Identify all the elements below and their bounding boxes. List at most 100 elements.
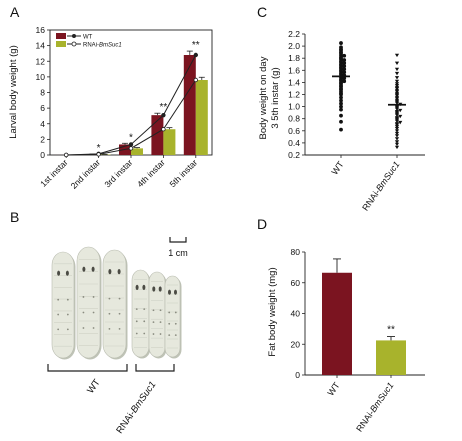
x-tick-label: 5th instar xyxy=(167,157,199,189)
x-tick-label: WT xyxy=(329,159,346,177)
larva-spiracle xyxy=(159,333,162,335)
larva-spiracle xyxy=(174,322,177,325)
bracket-rnai xyxy=(135,364,175,372)
point-rnai xyxy=(398,114,403,119)
y-tick-label: 16 xyxy=(36,25,46,35)
larva-rnai xyxy=(131,269,151,359)
y-tick-label: 2 xyxy=(40,134,45,144)
y-tick-label: 2.2 xyxy=(288,29,300,39)
point-wt xyxy=(339,95,343,100)
y-tick-label: 1.6 xyxy=(288,65,300,75)
y-tick-label: 10 xyxy=(36,72,46,82)
y-tick-label: 14 xyxy=(36,41,46,51)
bar-rnai xyxy=(195,80,208,155)
larva-eyespot xyxy=(158,286,162,292)
point-rnai xyxy=(394,125,400,129)
panel-d-y-axis-label: Fat body weight (mg) xyxy=(267,267,278,356)
panel-b-letter: B xyxy=(10,209,19,225)
point-wt xyxy=(339,119,343,124)
panel-a: A Larval body weight (g) 0 2 4 6 8 10 12 14 16 1s… xyxy=(8,4,213,191)
point-rnai xyxy=(398,120,403,125)
point-wt xyxy=(342,70,347,75)
larva-spiracle xyxy=(66,298,69,301)
point-wt xyxy=(339,98,343,103)
larva-eyespot xyxy=(117,269,121,275)
panel-a-bars xyxy=(54,50,208,155)
larva-eyespot xyxy=(82,266,86,272)
legend-marker-rnai xyxy=(71,41,77,47)
larva-eyespot xyxy=(152,286,156,292)
point-rnai xyxy=(394,76,400,80)
larva-wt xyxy=(76,246,102,360)
point-rnai xyxy=(394,101,400,105)
point-wt xyxy=(339,104,343,109)
bar-wt xyxy=(322,272,352,375)
larva-body xyxy=(131,269,150,358)
bar-rnai xyxy=(131,148,143,155)
point-rnai xyxy=(161,127,166,132)
panel-a-legend: WT RNAi-BmSuc1 xyxy=(56,33,122,49)
point-rnai xyxy=(394,140,400,144)
point-rnai xyxy=(394,142,400,147)
larva-body xyxy=(76,246,101,359)
point-rnai xyxy=(394,123,400,127)
larva-eyespot xyxy=(174,289,177,295)
larva-spiracle xyxy=(174,311,177,314)
larva-spiracle xyxy=(135,332,138,335)
larva-spiracle xyxy=(66,328,69,331)
larva-spiracle xyxy=(118,297,121,300)
larva-eyespot xyxy=(91,266,95,272)
x-tick-label: 3rd instar xyxy=(102,157,134,189)
significance-marker: ** xyxy=(192,40,200,51)
y-tick-label: 8 xyxy=(40,88,45,98)
larva-spiracle xyxy=(168,311,171,314)
larva-spiracle xyxy=(66,313,69,316)
point-rnai xyxy=(398,108,403,113)
legend-label-rnai-italic: BmSuc1 xyxy=(99,43,122,49)
larva-wt xyxy=(102,249,128,360)
larva-eyespot xyxy=(57,270,61,276)
larva-eyespot xyxy=(142,284,146,290)
y-tick-label: 1.4 xyxy=(288,77,300,87)
point-rnai xyxy=(394,126,400,131)
group-label-wt: WT xyxy=(85,377,103,396)
bar-rnai xyxy=(376,340,406,375)
y-tick-label: 1.0 xyxy=(288,102,300,112)
point-rnai xyxy=(394,134,400,138)
point-wt xyxy=(342,53,347,58)
y-tick-label: 0.4 xyxy=(288,138,300,148)
x-tick-label-prefix: WT xyxy=(325,380,342,398)
y-tick-label: 0.6 xyxy=(288,126,300,136)
panel-d-bars: ** xyxy=(322,258,406,375)
point-rnai xyxy=(394,97,400,101)
y-tick-label: 40 xyxy=(291,309,301,319)
y-tick-label: 6 xyxy=(40,103,45,113)
larva-spiracle xyxy=(143,320,146,323)
larva-body xyxy=(148,271,166,358)
significance-marker: ** xyxy=(387,325,395,336)
y-tick-label: 4 xyxy=(40,119,45,129)
larva-spiracle xyxy=(118,327,121,330)
larva-spiracle xyxy=(108,297,111,300)
larva-spiracle xyxy=(168,334,171,337)
larva-body xyxy=(51,251,75,359)
panel-d-letter: D xyxy=(257,216,267,232)
panel-c-y-axis-label-line2: 3 5th instar (g) xyxy=(270,67,281,128)
panel-a-lines: ****** xyxy=(63,40,200,158)
larva-spiracle xyxy=(174,334,177,337)
larva-spiracle xyxy=(159,321,162,324)
larva-eyespot xyxy=(135,284,139,290)
bar-wt xyxy=(151,115,164,155)
point-rnai xyxy=(394,84,400,88)
point-rnai xyxy=(394,79,400,84)
y-tick-label: 0.8 xyxy=(288,114,300,124)
point-rnai xyxy=(394,94,400,98)
y-tick-label: 12 xyxy=(36,56,46,66)
x-tick-label: 2nd instar xyxy=(69,157,103,191)
larva-spiracle xyxy=(82,311,85,314)
point-wt xyxy=(339,113,343,118)
legend-label-rnai-prefix: RNAi- xyxy=(83,43,99,49)
panel-c-points xyxy=(332,41,406,150)
larva-spiracle xyxy=(152,321,155,324)
